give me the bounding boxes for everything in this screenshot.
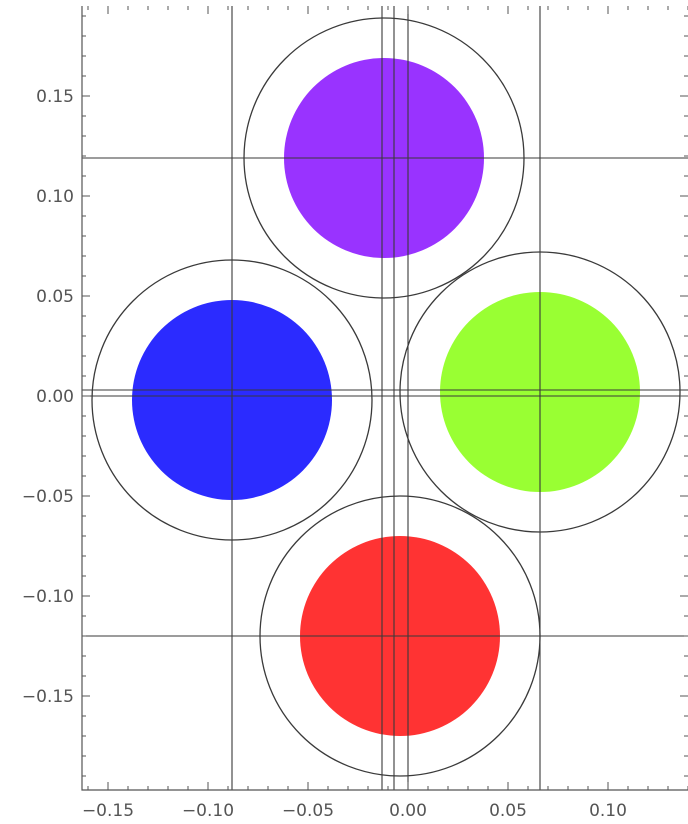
plot-frame <box>81 6 688 791</box>
y-tick-label: 0.05 <box>36 287 74 307</box>
x-tick-label: 0.00 <box>389 801 427 821</box>
x-axis-ticks: −0.15 −0.10 −0.05 0.00 0.05 0.10 <box>82 6 688 821</box>
y-tick-label: −0.05 <box>22 487 74 507</box>
y-tick-label: −0.15 <box>22 687 74 707</box>
y-axis-ticks: 0.15 0.10 0.05 0.00 −0.05 −0.10 −0.15 <box>22 15 688 777</box>
x-tick-label: −0.15 <box>82 801 134 821</box>
y-tick-label: 0.10 <box>36 187 74 207</box>
x-tick-label: 0.10 <box>589 801 627 821</box>
y-tick-label: 0.00 <box>36 387 74 407</box>
y-tick-label: 0.15 <box>36 87 74 107</box>
x-tick-label: −0.10 <box>182 801 234 821</box>
grid-lines <box>82 6 688 790</box>
y-tick-label: −0.10 <box>22 587 74 607</box>
x-tick-label: 0.05 <box>489 801 527 821</box>
x-tick-label: −0.05 <box>282 801 334 821</box>
